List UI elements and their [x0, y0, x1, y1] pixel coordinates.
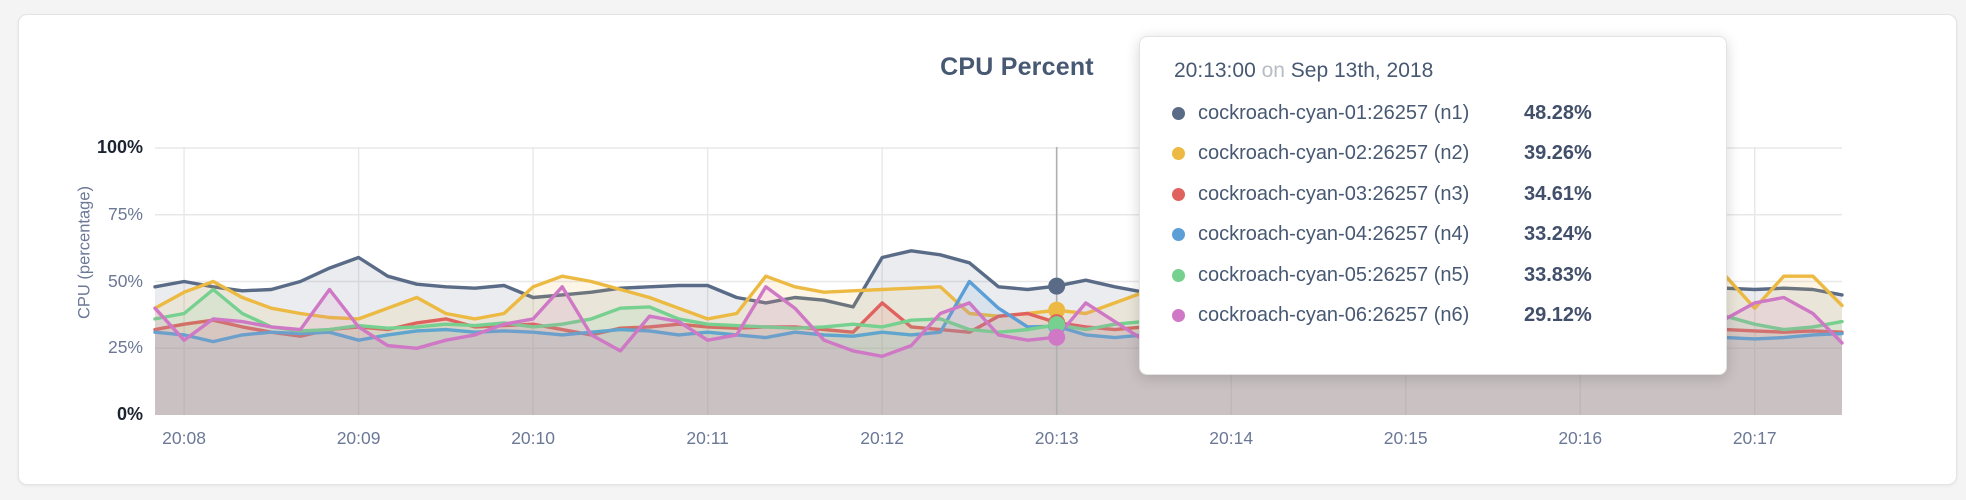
- x-tick-label: 20:15: [1383, 428, 1428, 448]
- chart-title: CPU Percent: [940, 53, 1094, 81]
- series-label: cockroach-cyan-02:26257 (n2): [1198, 142, 1470, 165]
- x-tick-label: 20:17: [1732, 428, 1777, 448]
- y-tick-label: 0%: [116, 404, 143, 424]
- series-area: [155, 289, 1842, 415]
- tooltip-series-row: cockroach-cyan-01:26257 (n1) 48.28%: [1172, 93, 1694, 134]
- series-area: [155, 281, 1842, 415]
- series-color-dot: [1172, 187, 1185, 201]
- tooltip-timestamp: 20:13:00 on Sep 13th, 2018: [1174, 59, 1694, 83]
- chart-tooltip: 20:13:00 on Sep 13th, 2018 cockroach-cya…: [1139, 36, 1727, 375]
- y-tick-label: 100%: [96, 137, 143, 157]
- tooltip-series-row: cockroach-cyan-02:26257 (n2) 39.26%: [1172, 134, 1694, 175]
- series-label: cockroach-cyan-01:26257 (n1): [1198, 101, 1470, 124]
- series-value: 33.24%: [1524, 223, 1592, 246]
- x-tick-label: 20:16: [1558, 428, 1603, 448]
- series-value: 33.83%: [1524, 263, 1592, 286]
- series-color-dot: [1172, 106, 1185, 120]
- tooltip-on-word: on: [1261, 59, 1285, 82]
- x-tick-label: 20:09: [336, 428, 381, 448]
- series-label: cockroach-cyan-06:26257 (n6): [1198, 304, 1470, 327]
- x-tick-label: 20:08: [162, 428, 206, 448]
- y-tick-label: 25%: [107, 337, 143, 358]
- series-color-dot: [1172, 147, 1185, 161]
- x-tick-label: 20:11: [686, 428, 729, 448]
- tooltip-time: 20:13:00: [1174, 59, 1256, 82]
- series-value: 48.28%: [1524, 101, 1592, 124]
- series-color-dot: [1172, 268, 1185, 282]
- y-tick-label: 75%: [107, 203, 143, 224]
- tooltip-date: Sep 13th, 2018: [1290, 59, 1434, 82]
- tooltip-series-row: cockroach-cyan-03:26257 (n3) 34.61%: [1172, 174, 1694, 215]
- series-color-dot: [1172, 309, 1185, 323]
- series-value: 39.26%: [1524, 142, 1592, 165]
- tooltip-series-row: cockroach-cyan-04:26257 (n4) 33.24%: [1172, 215, 1694, 256]
- series-area: [155, 286, 1842, 415]
- hover-point-dot: [1048, 277, 1066, 295]
- y-tick-label: 50%: [107, 270, 143, 291]
- tooltip-series-row: cockroach-cyan-05:26257 (n5) 33.83%: [1172, 255, 1694, 296]
- tooltip-rows: cockroach-cyan-01:26257 (n1) 48.28% cockro…: [1172, 93, 1694, 336]
- hover-point-dot: [1048, 316, 1066, 334]
- series-value: 29.12%: [1524, 304, 1592, 327]
- tooltip-series-row: cockroach-cyan-06:26257 (n6) 29.12%: [1172, 296, 1694, 337]
- series-label: cockroach-cyan-03:26257 (n3): [1198, 182, 1470, 205]
- x-tick-label: 20:13: [1034, 428, 1079, 448]
- series-label: cockroach-cyan-04:26257 (n4): [1198, 223, 1470, 246]
- series-label: cockroach-cyan-05:26257 (n5): [1198, 263, 1470, 286]
- series-value: 34.61%: [1524, 182, 1592, 205]
- hover-point-dot: [1048, 328, 1066, 346]
- x-tick-label: 20:12: [860, 428, 905, 448]
- x-tick-label: 20:14: [1209, 428, 1254, 448]
- x-tick-label: 20:10: [511, 428, 555, 448]
- series-color-dot: [1172, 228, 1185, 242]
- hover-point-dot: [1048, 301, 1066, 319]
